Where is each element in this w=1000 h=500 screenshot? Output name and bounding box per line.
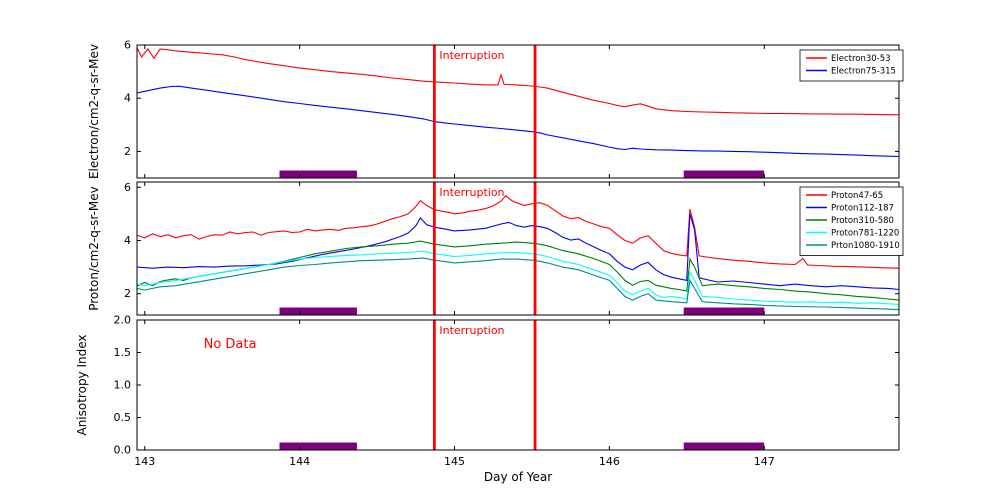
interruption-label: Interruption [439,49,504,62]
legend-label: Electron75-315 [831,67,896,77]
coverage-bar [683,442,765,450]
y-tick-label: 2 [124,145,131,158]
legend-label: Electron30-53 [831,54,891,64]
y-tick-label: 1.5 [114,346,132,359]
axes-frame [136,44,900,179]
y-tick-label: 4 [124,92,131,105]
anisotropy-panel: Interruption No Data 0.0 0.5 1.0 1.5 2.0 143 144… [75,314,900,468]
y-tick-label: 6 [124,181,131,194]
x-tick-label: 144 [289,455,310,468]
y-tick-label: 2.0 [114,314,132,327]
series-Electron30-53 [137,47,899,116]
proton-flux-panel: Interruption 2 4 6 Proton/cm2-q-sr-Mev Proton… [87,181,904,316]
series-Proton781-1220 [137,250,899,305]
x-tick-label: 147 [754,455,775,468]
x-axis-label: Day of Year [484,470,552,484]
series-Proton310-580 [137,240,899,301]
legend-label: Proton112-187 [831,204,894,214]
legend-label: Proton781-1220 [831,229,899,239]
series-Proton112-187 [137,213,899,291]
no-data-label: No Data [204,337,257,352]
y-axis-label: Proton/cm2-q-sr-Mev [87,186,101,311]
legend: Electron30-53 Electron75-315 [799,49,904,82]
x-tick-label: 145 [444,455,465,468]
series-Electron75-315 [137,85,899,158]
y-tick-label: 2 [124,287,131,300]
x-tick-label: 143 [134,455,155,468]
y-axis-label: Anisotropy Index [75,334,89,435]
y-tick-label: 1.0 [114,379,132,392]
axes-frame [136,181,900,316]
legend-label: Prton1080-1910 [831,241,900,251]
coverage-bar [683,307,765,315]
interruption-label: Interruption [439,186,504,199]
electron-flux-panel: Interruption 2 4 6 Electron/cm2-q-sr-Mev Elec… [87,39,904,179]
legend-label: Proton47-65 [831,191,883,201]
coverage-bar [279,170,357,178]
series-Proton47-65 [137,195,899,269]
x-tick-label: 146 [599,455,620,468]
y-tick-label: 0.5 [114,411,132,424]
axes-frame [136,319,900,451]
interruption-label: Interruption [439,324,504,337]
y-axis-label: Electron/cm2-q-sr-Mev [87,44,101,179]
legend-label: Proton310-580 [831,216,894,226]
legend: Proton47-65 Proton112-187 Proton310-580 Pro… [799,186,904,256]
y-tick-label: 0.0 [114,444,132,457]
y-tick-label: 6 [124,39,131,52]
coverage-bar [279,442,357,450]
series-Prton1080-1910 [137,257,899,311]
y-tick-label: 4 [124,234,131,247]
coverage-bar [683,170,765,178]
coverage-bar [279,307,357,315]
